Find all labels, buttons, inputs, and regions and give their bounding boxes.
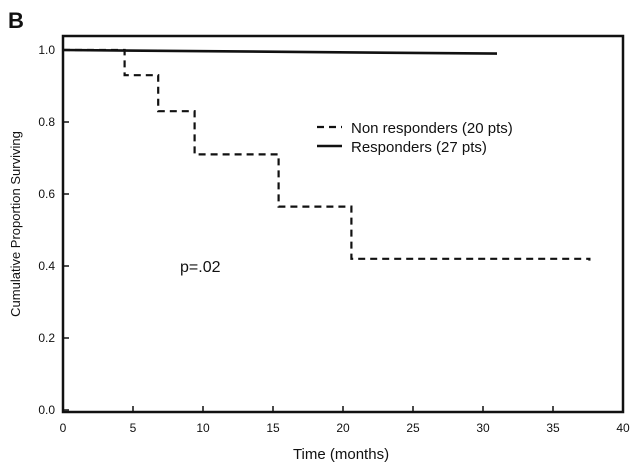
legend: Non responders (20 pts) Responders (27 p… [317,120,513,156]
x-tick-label: 5 [130,421,137,435]
x-tick-label: 20 [336,421,350,435]
x-tick-label: 30 [476,421,490,435]
x-tick-label: 25 [406,421,420,435]
x-tick-label: 15 [266,421,280,435]
x-tick-label: 35 [546,421,560,435]
series-layer [62,48,591,261]
y-tick-label: 0.0 [38,403,55,417]
y-tick-label: 0.8 [38,115,55,129]
x-tick-label: 10 [196,421,210,435]
x-tick-label: 40 [616,421,630,435]
panel-label: B [8,8,24,33]
y-tick-label: 0.6 [38,187,55,201]
legend-label-responders: Responders (27 pts) [351,139,487,156]
y-tick-label: 1.0 [38,43,55,57]
y-tick-label: 0.2 [38,331,55,345]
y-tick-label: 0.4 [38,259,55,273]
plot-frame [61,34,625,414]
series-line-nonresponders [63,48,591,261]
x-tick-label: 0 [60,421,67,435]
series-line-responders [62,48,498,55]
x-axis-ticks: 0 5 10 15 20 25 30 35 40 [60,406,630,435]
x-axis-label: Time (months) [293,446,389,463]
y-axis-label: Cumulative Proportion Surviving [8,131,23,317]
y-axis-ticks: 0.0 0.2 0.4 0.6 0.8 1.0 [38,43,69,417]
annotation-pvalue: p=.02 [180,259,221,276]
legend-label-nonresponders: Non responders (20 pts) [351,120,513,137]
